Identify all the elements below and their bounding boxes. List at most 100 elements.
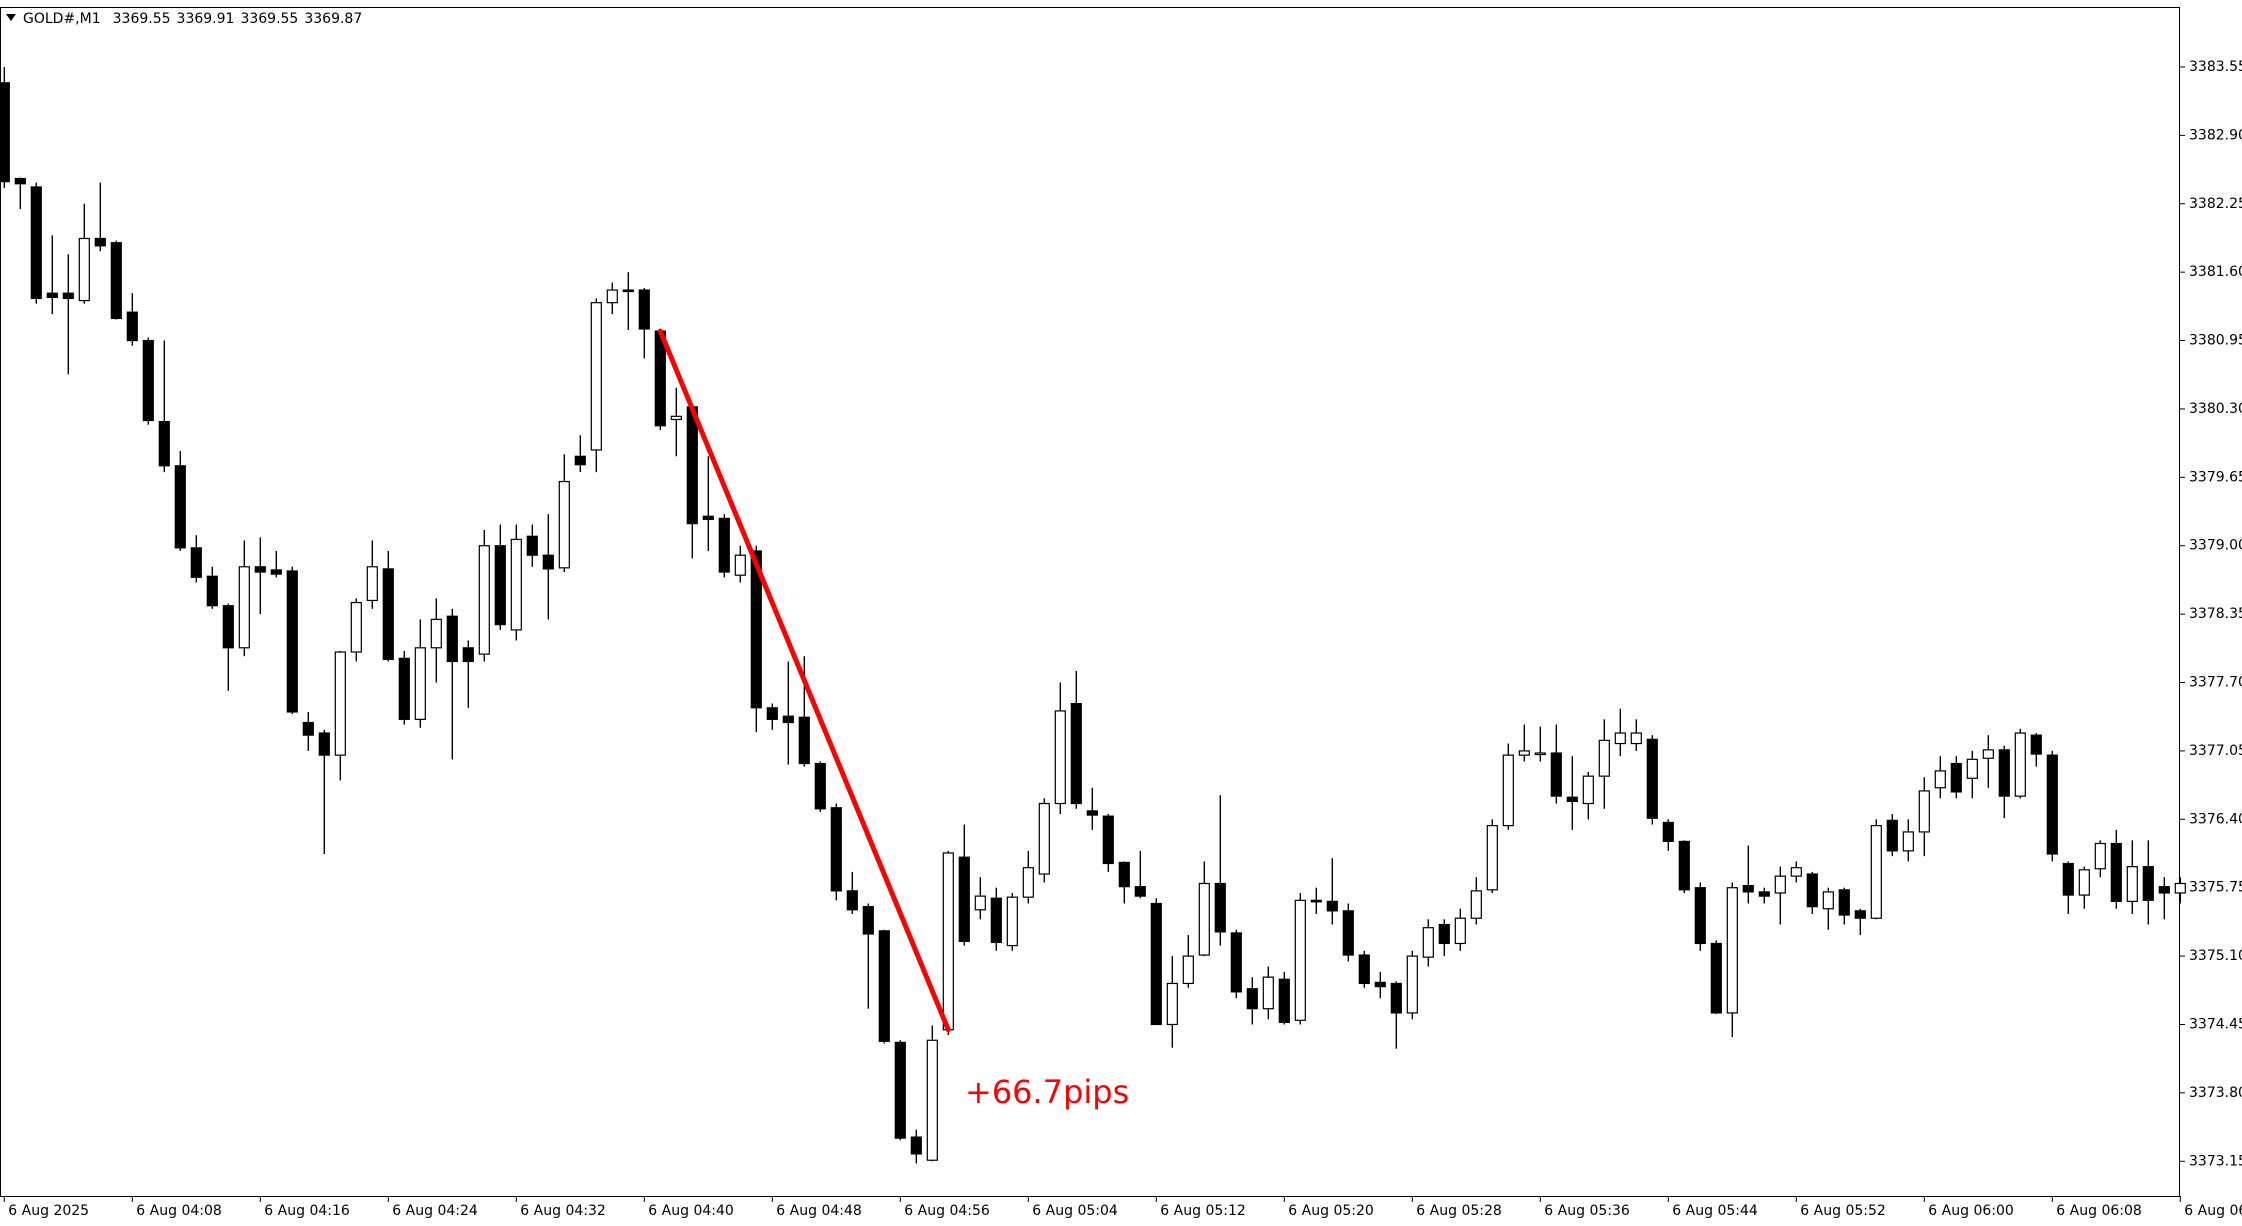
- candle-body: [1982, 749, 1994, 759]
- candle-body: [350, 601, 362, 653]
- candle-body: [542, 554, 554, 570]
- candle-body: [78, 237, 90, 302]
- candle-body: [622, 289, 634, 293]
- candle-body: [1374, 981, 1386, 988]
- candle-body: [1166, 982, 1178, 1026]
- candle-body: [846, 890, 858, 911]
- candle-body: [814, 762, 826, 810]
- candle-body: [1726, 887, 1738, 1014]
- candle-body: [1646, 738, 1658, 819]
- candle-body: [734, 554, 746, 576]
- candle-body: [46, 292, 58, 299]
- candle-body: [174, 465, 186, 549]
- candle-body: [1886, 819, 1898, 852]
- candle-body: [270, 569, 282, 575]
- candle-body: [1342, 910, 1354, 956]
- candle-body: [1134, 886, 1146, 897]
- x-tick-label: 6 Aug 06:00: [1928, 1203, 2014, 1219]
- candle-body: [2158, 886, 2170, 894]
- candle-body: [398, 657, 410, 720]
- candle-body: [1486, 825, 1498, 891]
- candle-body: [1278, 978, 1290, 1023]
- y-tick-label: 3379.65: [2189, 469, 2242, 485]
- candle-body: [1390, 982, 1402, 1014]
- candle-body: [222, 605, 234, 649]
- x-tick-label: 6 Aug 05:36: [1544, 1203, 1630, 1219]
- candle-body: [1230, 932, 1242, 993]
- y-tick-label: 3374.45: [2189, 1016, 2242, 1032]
- candle-body: [494, 545, 506, 626]
- candle-body: [1582, 775, 1594, 805]
- candle-body: [1326, 900, 1338, 912]
- candle-body: [1566, 796, 1578, 803]
- candle-body: [1918, 790, 1930, 833]
- candle-body: [862, 906, 874, 935]
- candle-body: [190, 547, 202, 578]
- candle-body: [1406, 955, 1418, 1014]
- candle-body: [334, 651, 346, 756]
- candle-body: [1790, 867, 1802, 877]
- candle-body: [430, 618, 442, 649]
- candle-body: [830, 807, 842, 892]
- candle-body: [14, 177, 26, 185]
- y-tick-label: 3380.95: [2189, 333, 2242, 349]
- candle-body: [1662, 821, 1674, 843]
- x-tick-label: 6 Aug 04:56: [904, 1203, 990, 1219]
- candle-body: [894, 1041, 906, 1139]
- candle-body: [206, 575, 218, 607]
- candle-body: [1934, 770, 1946, 789]
- candle-body: [1438, 923, 1450, 945]
- candle-body: [2110, 842, 2122, 902]
- candle-body: [1694, 887, 1706, 945]
- candle-body: [382, 568, 394, 660]
- candle-body: [2046, 754, 2058, 855]
- x-tick-label: 6 Aug 04:16: [264, 1203, 350, 1219]
- candle-body: [1006, 896, 1018, 947]
- candle-body: [990, 897, 1002, 944]
- symbol: GOLD#,M1: [23, 11, 101, 27]
- x-tick-label: 6 Aug 05:04: [1032, 1203, 1118, 1219]
- candle-body: [414, 647, 426, 720]
- symbol-menu-arrow[interactable]: [6, 14, 16, 21]
- candle-body: [2014, 732, 2026, 797]
- candle-body: [1086, 810, 1098, 816]
- candle-body: [1710, 942, 1722, 1014]
- candle-body: [478, 545, 490, 655]
- candle-body: [1310, 899, 1322, 903]
- chart-header: GOLD#,M1 3369.55 3369.91 3369.55 3369.87: [23, 11, 362, 27]
- candle-body: [574, 455, 586, 466]
- candle-body: [1038, 802, 1050, 875]
- candle-body: [590, 302, 602, 451]
- candle-body: [1022, 867, 1034, 898]
- candle-body: [1758, 891, 1770, 897]
- candle-body: [158, 420, 170, 467]
- candle-body: [1966, 758, 1978, 779]
- header-price: 3369.55: [240, 11, 298, 27]
- candle-body: [2030, 734, 2042, 755]
- x-tick-label: 6 Aug 06:08: [2056, 1203, 2142, 1219]
- candle-body: [1422, 927, 1434, 958]
- candle-body: [318, 732, 330, 756]
- candle-body: [878, 930, 890, 1042]
- candle-body: [686, 406, 698, 525]
- candle-body: [1998, 749, 2010, 797]
- candle-body: [1742, 884, 1754, 893]
- candle-body: [2174, 882, 2186, 894]
- y-tick-label: 3373.80: [2189, 1085, 2242, 1101]
- header-price: 3369.55: [113, 11, 171, 27]
- y-tick-label: 3375.10: [2189, 948, 2242, 964]
- candle-body: [2142, 866, 2154, 901]
- candle-body: [1518, 750, 1530, 756]
- candle-body: [1262, 976, 1274, 1010]
- candle-body: [958, 856, 970, 942]
- x-tick-label: 6 Aug 04:40: [648, 1203, 734, 1219]
- candle-body: [254, 566, 266, 573]
- candle-body: [1598, 739, 1610, 777]
- candle-body: [366, 566, 378, 602]
- x-tick-label: 6 Aug 04:48: [776, 1203, 862, 1219]
- x-tick-label: 6 Aug 05:44: [1672, 1203, 1758, 1219]
- x-tick-label: 6 Aug 04:08: [136, 1203, 222, 1219]
- x-tick-label: 6 Aug 04:24: [392, 1203, 478, 1219]
